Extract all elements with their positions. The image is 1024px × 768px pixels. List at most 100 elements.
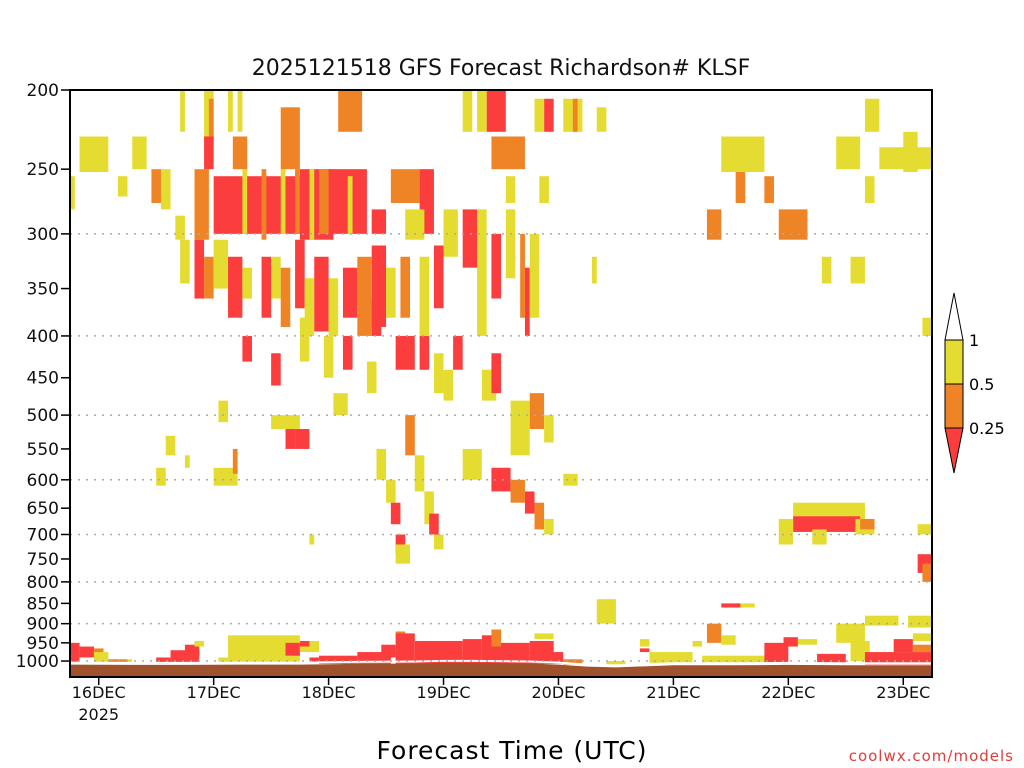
heatmap-cell — [501, 642, 530, 664]
heatmap-cell — [491, 629, 501, 647]
x-tick-label: 20DEC — [531, 683, 585, 702]
heatmap-cell — [922, 317, 932, 336]
heatmap-cell — [414, 640, 463, 664]
heatmap-cell — [165, 435, 176, 456]
heatmap-cell — [271, 415, 300, 430]
heatmap-cell — [314, 256, 329, 332]
heatmap-cell — [156, 467, 166, 486]
heatmap-cell — [539, 176, 549, 203]
y-tick-label: 550 — [27, 440, 59, 460]
heatmap-cell — [721, 635, 736, 645]
heatmap-cell — [639, 639, 650, 647]
heatmap-cell — [357, 652, 391, 664]
heatmap-cell — [194, 239, 205, 299]
heatmap-cell — [323, 335, 334, 378]
heatmap-cell — [232, 448, 238, 474]
heatmap-cell — [232, 136, 248, 170]
y-tick-label: 500 — [27, 406, 59, 426]
heatmap-cell — [295, 169, 300, 234]
heatmap-cell — [462, 90, 473, 132]
x-tick-label: 17DEC — [187, 683, 241, 702]
heatmap-cell — [462, 639, 482, 664]
heatmap-cell — [510, 479, 525, 503]
heatmap-cell — [429, 513, 439, 535]
heatmap-cell — [491, 136, 525, 170]
x-tick-label: 16DEC — [72, 683, 126, 702]
heatmap-cell — [261, 169, 267, 240]
y-tick-label: 750 — [27, 550, 59, 570]
heatmap-cell — [692, 640, 703, 647]
heatmap-cell — [132, 136, 147, 170]
heatmap-cell — [419, 335, 430, 370]
heatmap-cell — [395, 534, 406, 555]
heatmap-cell — [347, 176, 353, 234]
x-axis-label: Forecast Time (UTC) — [377, 736, 648, 765]
surface-line — [69, 659, 932, 667]
heatmap-cell — [400, 256, 411, 318]
heatmap-cell — [529, 233, 540, 318]
heatmap-cell — [194, 640, 205, 647]
legend-swatch-orange — [944, 383, 964, 429]
heatmap-cell — [271, 256, 281, 299]
heatmap-cell — [218, 657, 233, 663]
heatmap-cell — [817, 653, 846, 664]
heatmap-cell — [783, 637, 798, 647]
heatmap-cell — [386, 479, 396, 503]
x-tick-label: 23DEC — [876, 683, 930, 702]
ground-fill — [70, 662, 932, 677]
heatmap-cell — [309, 534, 315, 545]
legend-upper-arrow — [944, 292, 964, 341]
heatmap-cell — [342, 335, 353, 370]
heatmap-cell — [453, 335, 463, 370]
ground-layer — [69, 659, 932, 677]
legend-label-0.5: 0.5 — [969, 375, 994, 394]
heatmap-cell — [764, 642, 789, 664]
heatmap-cell — [338, 90, 363, 132]
heatmap-cell — [821, 256, 832, 284]
heatmap-cell — [917, 524, 932, 535]
heatmap-cell — [405, 209, 425, 240]
heatmap-cell — [213, 239, 229, 289]
heatmap-cell — [395, 544, 411, 564]
legend-swatch-red — [944, 427, 964, 474]
heatmap-cell — [386, 267, 396, 318]
heatmap-cell — [160, 169, 171, 210]
x-tick-label: 18DEC — [302, 683, 356, 702]
heatmap-cell — [505, 209, 516, 279]
heatmap-cell — [836, 623, 865, 643]
x-axis: 16DEC 2025 17DEC 18DEC 19DEC 20DEC 21DEC 22DEC 2… — [72, 677, 930, 724]
heatmap-cell — [505, 176, 516, 203]
heatmap-cell — [319, 655, 358, 664]
heatmap-cell — [280, 169, 286, 234]
heatmap-cell — [534, 633, 554, 640]
y-tick-label: 450 — [27, 369, 59, 389]
heatmap-cell — [79, 136, 109, 173]
heatmap-cell — [405, 415, 415, 456]
y-tick-label: 300 — [27, 225, 59, 245]
colorbar-legend: 1 0.5 0.25 — [944, 292, 1005, 474]
heatmap-cell — [184, 644, 200, 656]
heatmap-cell — [390, 502, 401, 525]
heatmap-cell — [893, 639, 913, 653]
heatmap-cell — [486, 90, 506, 132]
heatmap-cell — [864, 98, 880, 132]
heatmap-cell — [304, 278, 315, 336]
heatmap-cell — [778, 209, 808, 240]
heatmap-cell — [544, 415, 554, 443]
heatmap-cell — [213, 467, 238, 486]
heatmap-cell — [371, 298, 382, 336]
credit-link[interactable]: coolwx.com/models — [849, 747, 1014, 765]
heatmap-cell — [706, 623, 722, 643]
heatmap-cell — [342, 267, 358, 318]
heatmap-cell — [156, 657, 171, 664]
heatmap-cell — [261, 256, 272, 318]
heatmap-cell — [309, 169, 315, 240]
heatmap-cell — [922, 563, 932, 582]
heatmap-cell — [596, 107, 607, 132]
heatmap-cell — [477, 90, 487, 132]
heatmap-cell — [864, 652, 932, 665]
heatmap-cell — [299, 317, 310, 362]
heatmap-cell — [70, 642, 80, 663]
legend-label-0.25: 0.25 — [969, 419, 1005, 438]
heatmap-cell — [529, 393, 545, 430]
